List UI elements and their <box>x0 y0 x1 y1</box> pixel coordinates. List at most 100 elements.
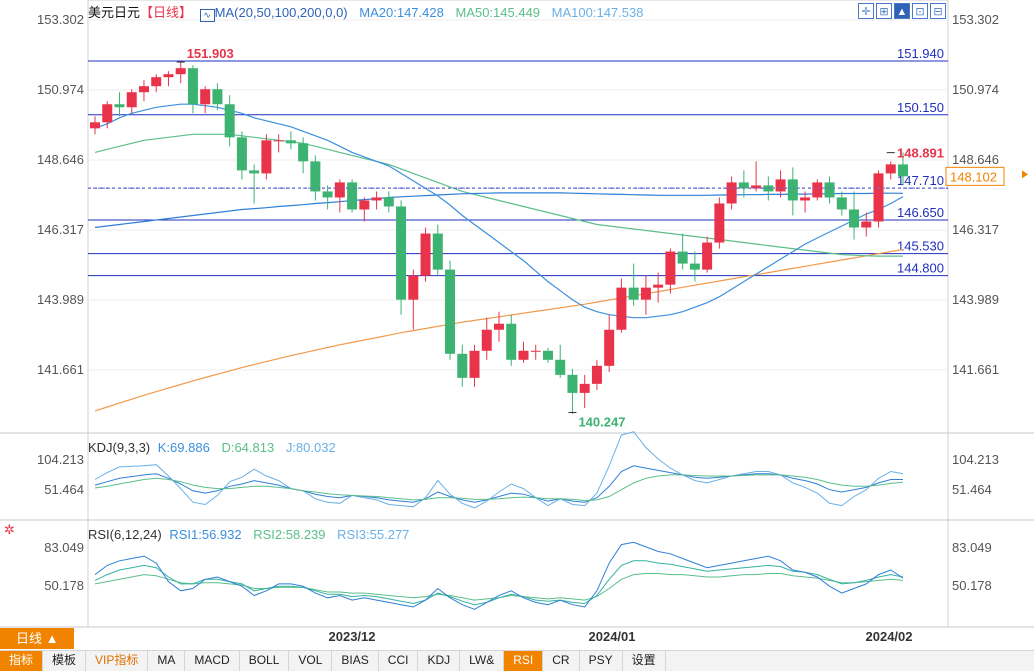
settings-gear-icon[interactable]: ✲ <box>4 522 15 537</box>
candle-body[interactable] <box>885 164 896 174</box>
tab-lw[interactable]: LW& <box>460 651 505 671</box>
candle-body[interactable] <box>347 182 358 210</box>
candle-body[interactable] <box>310 161 321 192</box>
candle-body[interactable] <box>506 323 517 360</box>
tab-cr[interactable]: CR <box>543 651 580 671</box>
candle-body[interactable] <box>163 74 174 78</box>
tab-rsi[interactable]: RSI <box>504 651 544 671</box>
tab-vip-indicators[interactable]: VIP指标 <box>86 651 149 671</box>
candle-body[interactable] <box>689 263 700 270</box>
candle-body[interactable] <box>640 287 651 300</box>
tab-bias[interactable]: BIAS <box>332 651 379 671</box>
tab-kdj[interactable]: KDJ <box>418 651 461 671</box>
tab-settings[interactable]: 设置 <box>623 651 666 671</box>
candle-body[interactable] <box>738 182 749 189</box>
zoom-icon[interactable]: ⊡ <box>912 3 928 19</box>
candle-body[interactable] <box>432 233 443 270</box>
candle-body[interactable] <box>212 89 223 105</box>
candle-body[interactable] <box>628 287 639 300</box>
candle-body[interactable] <box>408 275 419 300</box>
tab-cci[interactable]: CCI <box>379 651 419 671</box>
kdj-k-line <box>94 465 903 503</box>
candle-body[interactable] <box>518 350 529 360</box>
candle-body[interactable] <box>567 374 578 393</box>
candle-body[interactable] <box>494 323 504 330</box>
level-label: 145.530 <box>897 239 944 254</box>
price-tick-left: 146.317 <box>37 222 84 237</box>
candle-body[interactable] <box>175 68 186 75</box>
candle-body[interactable] <box>322 191 333 198</box>
tab-macd[interactable]: MACD <box>185 651 240 671</box>
candle-body[interactable] <box>224 104 235 138</box>
candle-body[interactable] <box>359 200 370 210</box>
candle-body[interactable] <box>800 197 811 201</box>
candle-body[interactable] <box>481 329 492 351</box>
candle-body[interactable] <box>200 89 211 105</box>
candle-body[interactable] <box>285 140 296 144</box>
rsi2-value: RSI2:58.239 <box>253 527 326 542</box>
candle-body[interactable] <box>861 221 872 228</box>
candle-body[interactable] <box>334 182 345 198</box>
candle-body[interactable] <box>249 170 260 174</box>
tab-indicators[interactable]: 指标 <box>0 651 44 671</box>
candle-body[interactable] <box>469 350 480 378</box>
candle-body[interactable] <box>836 197 847 210</box>
candle-body[interactable] <box>236 137 247 171</box>
candle-body[interactable] <box>653 284 664 288</box>
candle-body[interactable] <box>751 185 762 189</box>
candle-body[interactable] <box>102 104 113 123</box>
candle-body[interactable] <box>702 242 713 270</box>
candle-body[interactable] <box>665 251 676 285</box>
candle-body[interactable] <box>420 233 431 276</box>
candle-body[interactable] <box>530 350 541 352</box>
candle-body[interactable] <box>714 203 725 243</box>
candle-body[interactable] <box>591 365 602 384</box>
candle-body[interactable] <box>616 287 627 330</box>
candle-body[interactable] <box>273 140 284 142</box>
candle-body[interactable] <box>849 209 860 228</box>
expand-icon[interactable]: ⊟ <box>930 3 946 19</box>
tab-boll[interactable]: BOLL <box>240 651 290 671</box>
candle-body[interactable] <box>90 122 100 129</box>
ma-indicator-icon[interactable]: ∿ <box>199 9 215 22</box>
period-tag[interactable]: 【日线】 <box>140 5 193 20</box>
candle-body[interactable] <box>579 383 590 393</box>
candle-body[interactable] <box>151 77 162 87</box>
candle-body[interactable] <box>445 269 456 354</box>
candle-body[interactable] <box>261 140 272 174</box>
grid-icon[interactable]: ⊞ <box>876 3 892 19</box>
price-tick-right: 141.661 <box>952 362 999 377</box>
candle-body[interactable] <box>371 197 382 201</box>
crosshair-icon[interactable]: ✛ <box>858 3 874 19</box>
candle-body[interactable] <box>824 182 835 198</box>
draw-icon[interactable]: ▲ <box>894 3 910 19</box>
candle-body[interactable] <box>604 329 615 366</box>
candle-body[interactable] <box>187 68 198 105</box>
tab-templates[interactable]: 模板 <box>43 651 87 671</box>
candle-body[interactable] <box>898 164 908 177</box>
period-button[interactable]: 日线 ▲ <box>0 628 74 649</box>
candle-body[interactable] <box>383 197 394 207</box>
candle-body[interactable] <box>298 143 309 162</box>
tab-vol[interactable]: VOL <box>289 651 333 671</box>
candle-body[interactable] <box>114 104 125 108</box>
candle-body[interactable] <box>457 353 468 378</box>
candle-body[interactable] <box>126 92 137 108</box>
tab-ma[interactable]: MA <box>148 651 186 671</box>
date-label: 2024/01 <box>589 629 636 644</box>
candle-body[interactable] <box>812 182 823 198</box>
kdj-label: KDJ(9,3,3) <box>88 440 151 455</box>
candle-body[interactable] <box>396 206 407 300</box>
rsi-tick-left: 50.178 <box>44 578 84 593</box>
candle-body[interactable] <box>138 86 149 93</box>
candle-body[interactable] <box>542 350 553 360</box>
candle-body[interactable] <box>873 173 884 222</box>
candle-body[interactable] <box>775 179 786 192</box>
candle-body[interactable] <box>555 359 566 375</box>
tab-psy[interactable]: PSY <box>580 651 623 671</box>
candle-body[interactable] <box>787 179 798 201</box>
level-label: 147.710 <box>897 173 944 188</box>
candle-body[interactable] <box>677 251 688 264</box>
candle-body[interactable] <box>726 182 737 204</box>
